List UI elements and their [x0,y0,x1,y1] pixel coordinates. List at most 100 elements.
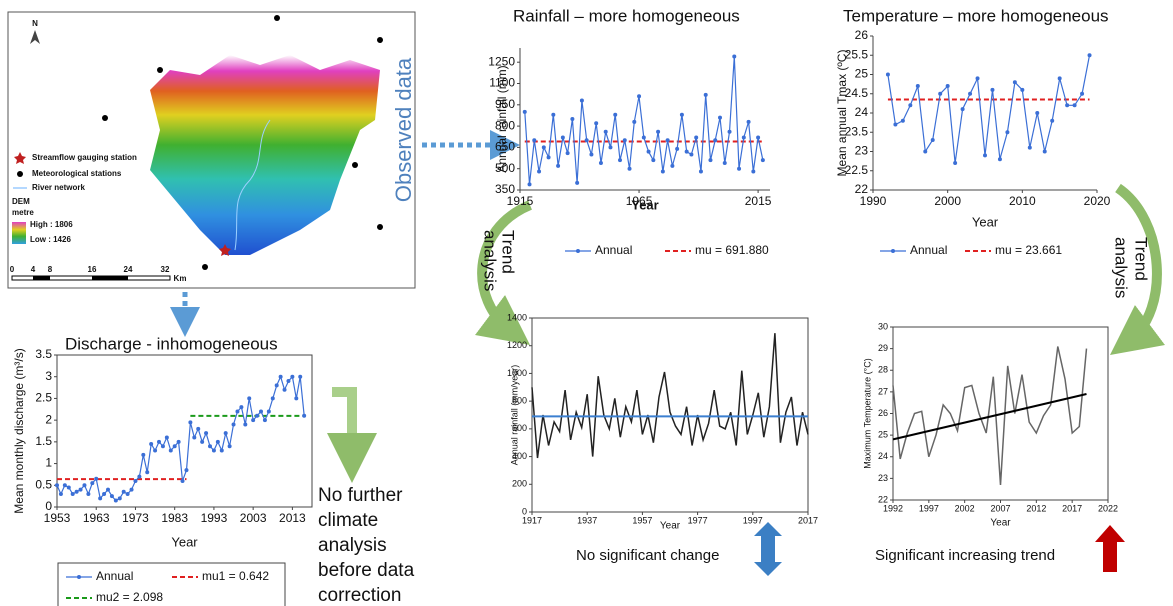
point [266,409,271,414]
trend-label: Trend [1132,237,1151,281]
legend-star [14,152,26,164]
point [541,145,546,150]
point [1035,111,1040,115]
point [915,84,920,89]
point [579,98,584,103]
note: analysis [318,535,387,556]
point [219,448,224,453]
note: climate [318,510,378,531]
point [86,491,91,496]
y-tick-label: 1.5 [35,434,52,448]
point [975,76,980,81]
map-legend: Streamflow gauging station [32,153,137,162]
y-tick-label: 1200 [507,340,527,350]
chart-title: Temperature – more homogeneous [843,6,1109,25]
point [522,109,527,114]
point [598,161,603,166]
y-tick-label: 24 [855,105,869,119]
x-tick-label: 2015 [745,194,772,208]
increase-arrow [1095,525,1125,572]
y-tick-label: 350 [495,182,515,196]
point [188,420,193,425]
y-tick-label: 22 [855,182,869,196]
point [235,409,240,414]
no-change-arrow [754,522,782,576]
legend-label: Annual [595,243,632,257]
scale-label: Km [174,274,187,283]
point [82,483,87,488]
point [656,129,661,134]
point [90,481,95,486]
x-tick-label: 2022 [1098,503,1118,513]
x-tick-label: 1937 [577,515,597,525]
series-line [531,333,809,459]
point [129,487,134,492]
dem-area [150,55,380,255]
point [641,135,646,140]
point [632,119,637,124]
x-tick-label: 2007 [990,503,1010,513]
point [208,444,212,449]
point [1027,145,1032,150]
y-tick-label: 22 [878,494,888,504]
scale-label: 0 [10,265,15,274]
point [184,468,189,473]
point [997,157,1002,162]
point [231,422,236,427]
note: before data [318,560,415,581]
scale-bar [92,276,128,280]
point [603,129,608,134]
y-tick-label: 25 [878,430,888,440]
point [215,439,220,444]
y-tick-label: 23 [878,473,888,483]
point [938,91,943,96]
point [1057,76,1062,81]
point [1020,87,1025,92]
y-axis-label: Maximum Temperature (°C) [862,358,872,468]
point [1050,118,1055,123]
point [58,491,63,496]
map-legend: High : 1806 [30,220,73,229]
point [102,491,107,496]
point [200,439,205,444]
point [737,166,742,171]
point [239,405,244,410]
point [751,169,756,174]
point [251,418,256,423]
point [718,115,722,120]
x-tick-label: 1983 [161,511,188,525]
result: No significant change [576,547,719,564]
x-tick-label: 2020 [1084,194,1111,208]
point [1042,149,1047,154]
y-tick-label: 30 [878,321,888,331]
map-legend: Low : 1426 [30,235,71,244]
point [953,161,958,166]
point [570,117,575,121]
y-axis-label: Mean monthly discharge (m³/s) [12,348,26,513]
x-tick-label: 2012 [1026,503,1046,513]
point [760,158,765,163]
legend-marker [576,249,580,253]
note: correction [318,585,401,606]
point [74,489,79,494]
trend-label: analysis [1112,237,1131,298]
y-tick-label: 1250 [488,54,515,68]
x-tick-label: 1977 [688,515,708,525]
point [94,476,99,481]
y-tick-label: 1000 [507,368,527,378]
point [149,442,154,447]
y-tick-label: 2 [45,412,52,426]
point [113,498,118,503]
x-tick-label: 2000 [934,194,961,208]
point [694,135,699,140]
y-tick-label: 23 [855,144,869,158]
point [537,169,542,174]
y-axis-label: Annual rainfall (mm/year) [509,365,519,466]
scale-label: 32 [161,265,170,274]
map-legend: River network [32,183,85,192]
point [211,448,216,453]
legend-label: mu = 23.661 [995,243,1062,257]
trend-label: Trend [499,230,518,274]
point [137,474,142,479]
point [125,491,130,496]
